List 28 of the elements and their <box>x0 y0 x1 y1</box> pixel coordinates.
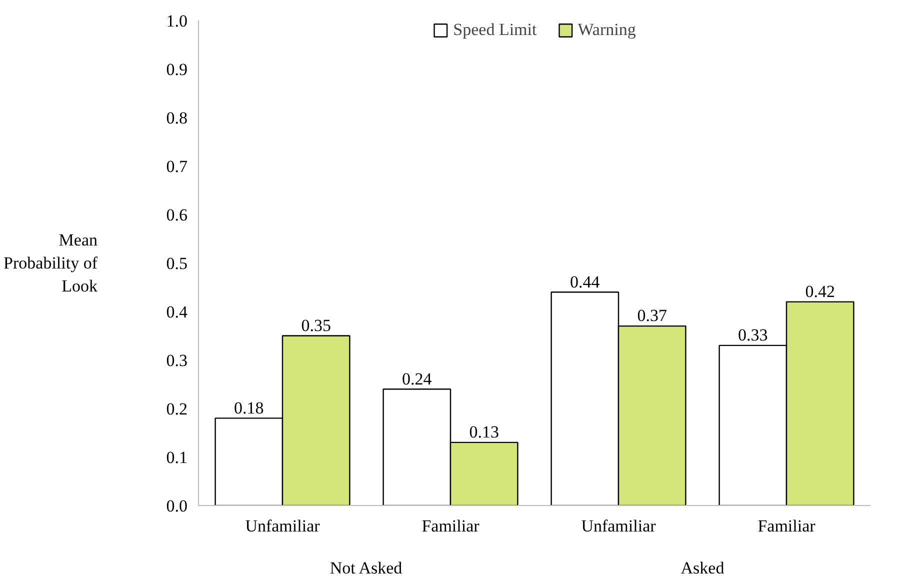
data-label: 0.37 <box>637 306 668 326</box>
legend-label: Speed Limit <box>453 20 537 40</box>
y-axis-title: Mean Probability of Look <box>4 230 98 296</box>
y-tick-label: 0.0 <box>166 496 188 516</box>
x-tick-label: Unfamiliar <box>245 516 320 536</box>
y-tick-label: 0.9 <box>166 60 188 79</box>
y-tick-label: 0.2 <box>166 400 188 418</box>
text: Asked <box>680 558 725 578</box>
y-tick-label: 0.8 <box>166 108 188 128</box>
y-tick-label: 0.1 <box>166 448 188 467</box>
data-label: 0.42 <box>805 282 835 301</box>
x-tick-label: Familiar <box>758 516 816 536</box>
data-label: 0.18 <box>234 398 264 418</box>
y-tick-label: 0.7 <box>166 157 188 176</box>
y-tick-label: 0.3 <box>166 351 188 370</box>
data-label: 0.35 <box>301 316 331 335</box>
text: Not Asked <box>330 558 403 578</box>
legend-label: Warning <box>578 20 636 40</box>
data-label: 0.13 <box>469 422 499 442</box>
x-tick-label: Unfamiliar <box>581 516 656 536</box>
data-label: 0.24 <box>402 369 432 388</box>
data-label: 0.44 <box>570 272 600 292</box>
data-label: 0.33 <box>738 326 768 345</box>
x-tick-label: Familiar <box>422 516 480 536</box>
y-tick-label: 0.5 <box>166 254 188 273</box>
y-tick-label: 0.4 <box>166 302 188 322</box>
y-tick-label: 0.6 <box>166 206 188 224</box>
y-tick-label: 1.0 <box>166 12 188 30</box>
